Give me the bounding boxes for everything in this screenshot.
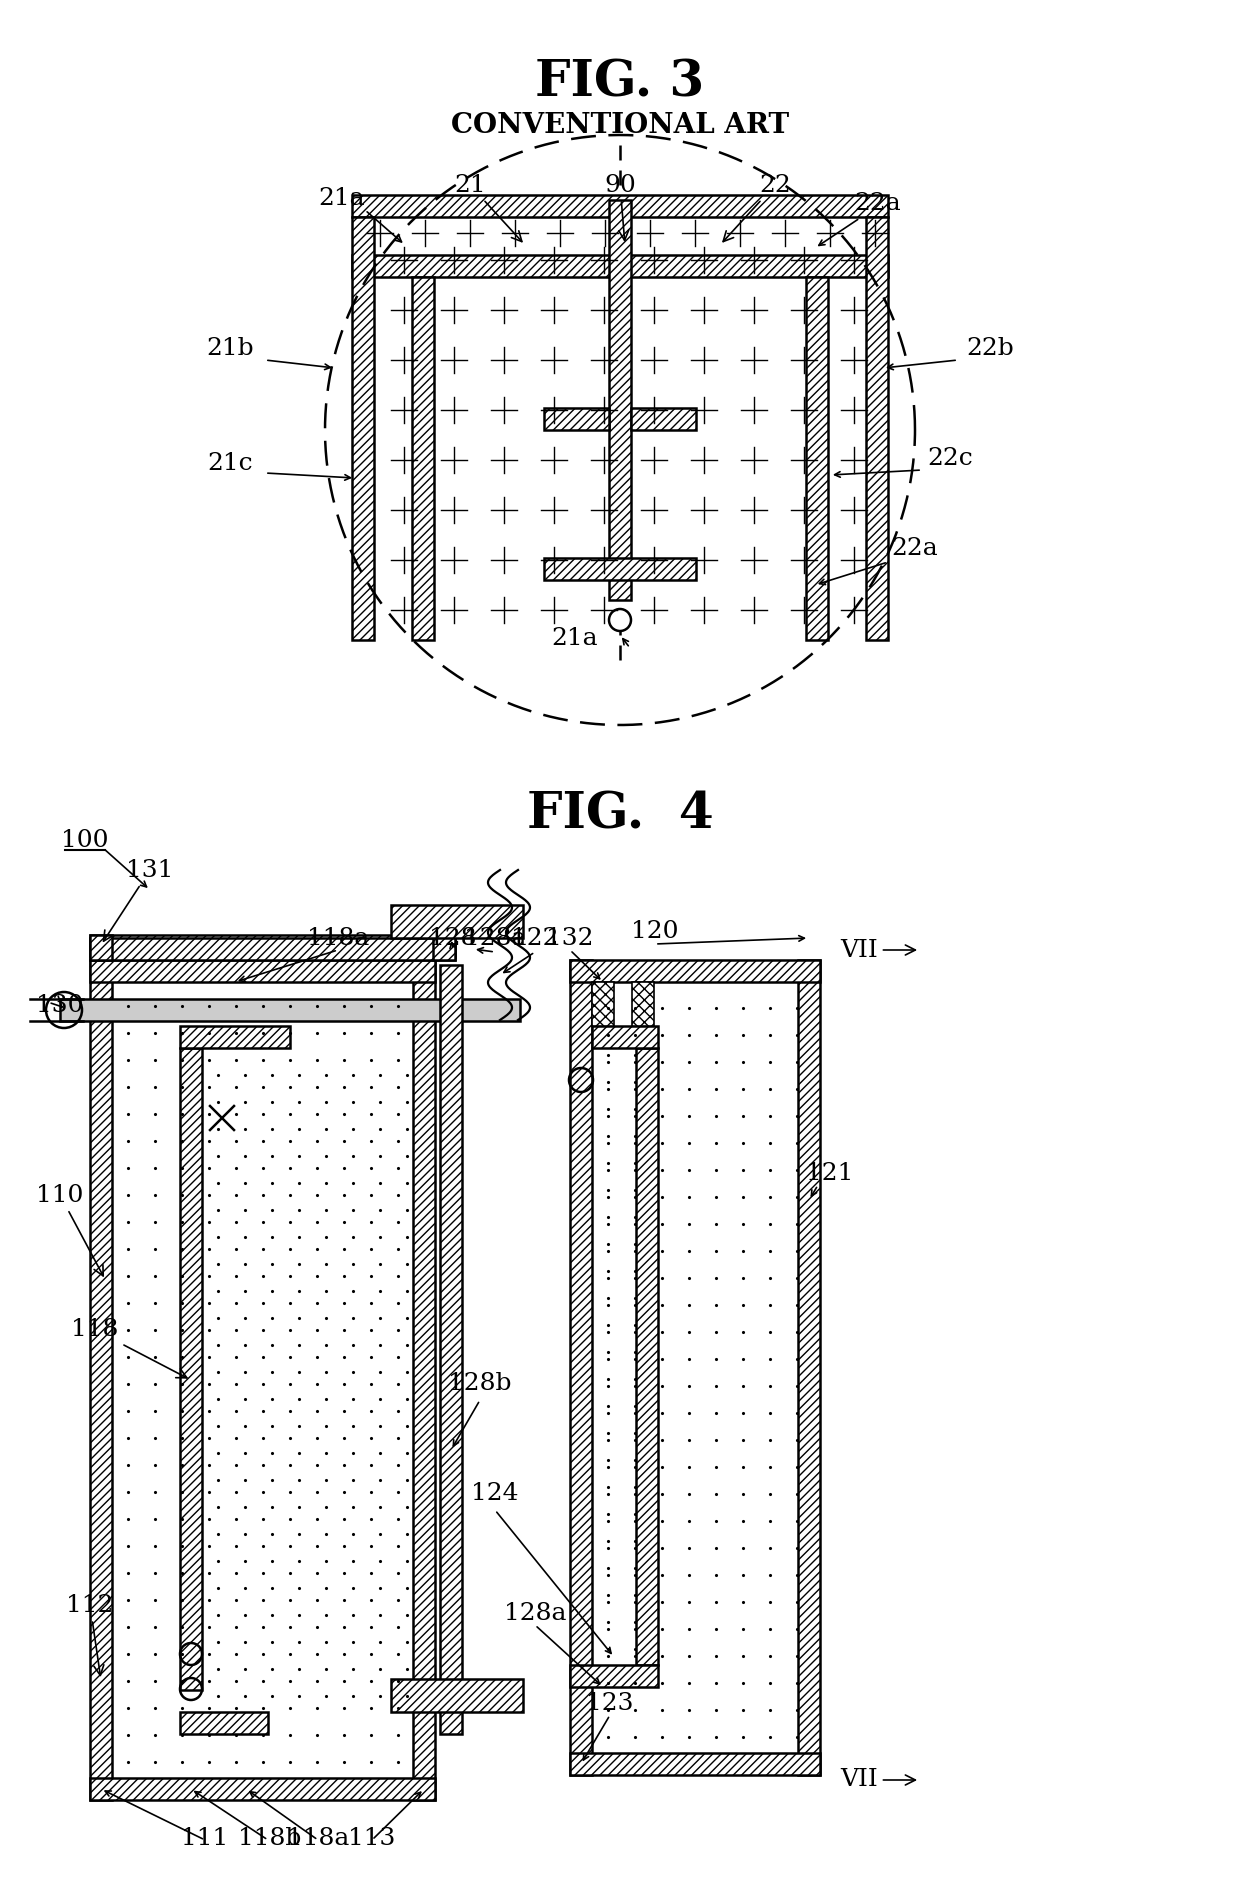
Text: 128a: 128a bbox=[503, 1603, 567, 1625]
Bar bbox=[591, 1026, 658, 1048]
Text: 113: 113 bbox=[348, 1826, 396, 1851]
Text: 111: 111 bbox=[181, 1826, 228, 1851]
Bar bbox=[570, 960, 591, 1776]
Text: 128b: 128b bbox=[448, 1372, 512, 1394]
Text: 90: 90 bbox=[604, 173, 636, 241]
Text: 21: 21 bbox=[454, 173, 522, 242]
Bar bbox=[91, 1778, 435, 1800]
Text: 22b: 22b bbox=[966, 336, 1014, 361]
Text: 121: 121 bbox=[806, 1161, 853, 1186]
Bar bbox=[180, 1712, 268, 1734]
Text: 100: 100 bbox=[61, 829, 109, 851]
Bar bbox=[391, 906, 523, 938]
Bar bbox=[570, 960, 820, 983]
Bar bbox=[91, 960, 112, 1800]
Text: FIG. 3: FIG. 3 bbox=[536, 58, 704, 107]
Text: VII: VII bbox=[839, 1768, 915, 1791]
Bar bbox=[180, 1048, 202, 1689]
Text: 110: 110 bbox=[36, 1184, 103, 1276]
Bar bbox=[352, 216, 374, 641]
Text: 131: 131 bbox=[103, 859, 174, 941]
Bar bbox=[866, 216, 888, 641]
Text: 122: 122 bbox=[511, 926, 559, 951]
Text: 21b: 21b bbox=[206, 336, 254, 361]
Text: 21c: 21c bbox=[207, 453, 253, 475]
Text: 132: 132 bbox=[547, 926, 594, 951]
Bar bbox=[631, 983, 653, 1026]
Text: 128a: 128a bbox=[464, 926, 526, 951]
Text: 21a: 21a bbox=[319, 188, 366, 210]
Bar bbox=[440, 966, 463, 1734]
Text: 22a: 22a bbox=[854, 192, 901, 214]
Text: 120: 120 bbox=[631, 921, 678, 943]
Bar bbox=[570, 1753, 820, 1776]
Bar bbox=[60, 1000, 520, 1020]
Text: CONVENTIONAL ART: CONVENTIONAL ART bbox=[451, 113, 789, 139]
Text: 118a: 118a bbox=[286, 1826, 350, 1851]
Bar bbox=[631, 408, 696, 430]
Bar bbox=[91, 960, 435, 983]
Bar bbox=[591, 983, 614, 1026]
Bar bbox=[544, 408, 609, 430]
Bar bbox=[433, 936, 455, 960]
Bar bbox=[352, 195, 888, 216]
Bar bbox=[799, 960, 820, 1776]
Text: 124: 124 bbox=[471, 1483, 518, 1505]
Text: FIG.  4: FIG. 4 bbox=[527, 789, 713, 840]
Bar bbox=[91, 936, 112, 960]
Bar bbox=[91, 938, 455, 960]
Bar bbox=[91, 936, 455, 956]
Bar bbox=[636, 1048, 658, 1665]
Bar bbox=[352, 256, 888, 276]
Text: 22c: 22c bbox=[928, 447, 973, 470]
Bar bbox=[806, 276, 828, 641]
Text: 130: 130 bbox=[36, 994, 84, 1017]
Text: VII: VII bbox=[839, 938, 915, 962]
Bar bbox=[412, 276, 434, 641]
Text: 22: 22 bbox=[723, 173, 791, 242]
Bar bbox=[180, 1026, 290, 1048]
Text: 123: 123 bbox=[587, 1691, 634, 1716]
Bar bbox=[413, 960, 435, 1800]
Text: 21a: 21a bbox=[552, 628, 599, 650]
Bar bbox=[570, 1665, 658, 1687]
Text: 118: 118 bbox=[72, 1319, 187, 1377]
Bar bbox=[544, 558, 696, 581]
Text: 22a: 22a bbox=[892, 537, 939, 560]
Text: 112: 112 bbox=[66, 1593, 114, 1676]
Text: 118b: 118b bbox=[238, 1826, 301, 1851]
Text: 118a: 118a bbox=[306, 926, 370, 951]
Bar bbox=[391, 1680, 523, 1712]
Bar bbox=[609, 199, 631, 599]
Text: 128: 128 bbox=[429, 926, 476, 951]
